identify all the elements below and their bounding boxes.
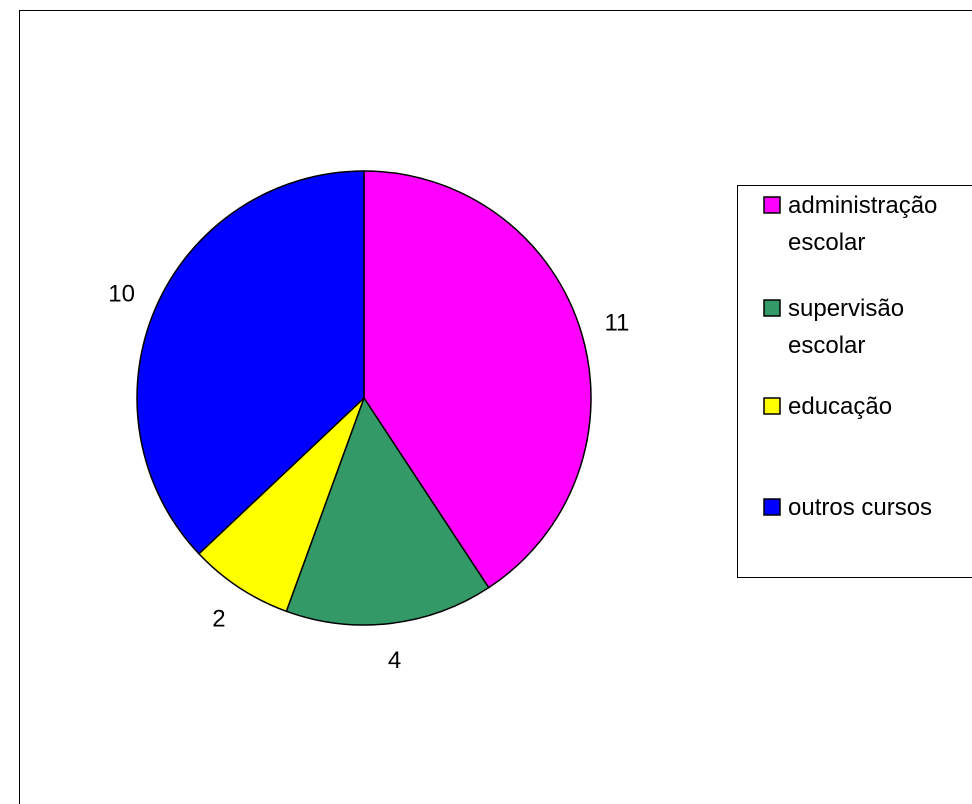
legend-label: educação bbox=[788, 393, 892, 420]
pie-slice bbox=[197, 397, 365, 613]
data-labels: 11 4 2 10 bbox=[108, 280, 629, 674]
pie-slices bbox=[136, 170, 592, 626]
legend: administração escolar supervisão escolar edu… bbox=[737, 185, 972, 578]
pie-slice bbox=[285, 396, 490, 626]
pie-slice bbox=[136, 170, 365, 555]
legend-label: outros cursos bbox=[788, 494, 932, 521]
legend-label: escolar bbox=[788, 332, 865, 359]
slice-data-label: 2 bbox=[212, 606, 225, 633]
legend-swatch bbox=[763, 397, 781, 415]
slice-data-label: 11 bbox=[604, 309, 629, 336]
legend-label: escolar bbox=[788, 229, 865, 256]
legend-label: supervisão bbox=[788, 295, 904, 322]
legend-swatch bbox=[763, 196, 781, 214]
legend-label: administração bbox=[788, 192, 937, 219]
legend-swatch bbox=[763, 299, 781, 317]
slice-data-label: 10 bbox=[108, 280, 135, 307]
legend-swatch bbox=[763, 498, 781, 516]
slice-data-label: 4 bbox=[388, 647, 401, 674]
